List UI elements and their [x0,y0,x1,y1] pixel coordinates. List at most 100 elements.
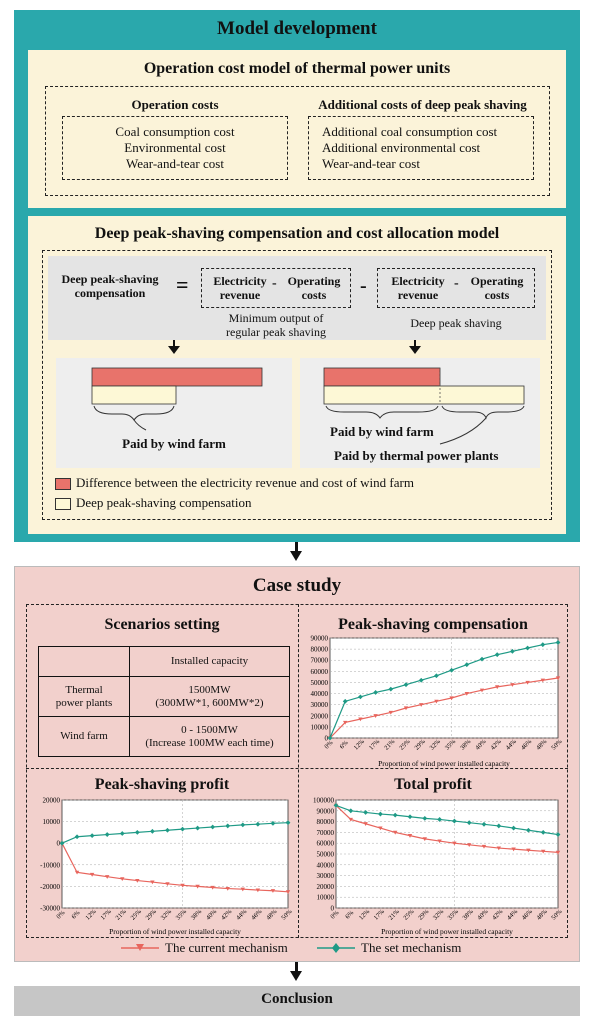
red-bar [91,367,263,387]
y-tick-label: -30000 [40,905,60,913]
data-point-current [452,841,457,846]
x-tick-label: 25% [402,908,416,922]
x-tick-label: 38% [461,908,475,922]
y-tick-label: 10000 [317,894,335,902]
data-point-current [363,822,368,826]
series-line-set [61,822,289,844]
x-tick-label: 0% [55,909,66,920]
y-tick-label: 20000 [311,712,329,720]
x-tick-label: 40% [205,908,219,922]
data-point-set [555,832,561,837]
data-point-set [452,818,457,824]
y-tick-label: 20000 [43,797,61,805]
y-tick-label: 60000 [317,840,335,848]
arrow-shaft [295,542,298,552]
y-tick-label: 60000 [311,668,329,676]
arrow-shaft [295,962,298,972]
data-point-current [511,847,516,852]
row1-value-line2: (300MW*1, 600MW*2) [155,696,264,709]
data-point-set [240,822,246,828]
data-point-current [481,844,487,849]
legend-cream-label: Deep peak-shaving compensation [76,495,252,510]
x-tick-label: 17% [99,908,113,922]
data-point-current [343,720,348,725]
data-point-set [449,667,454,673]
additional-cost-item: Wear-and-tear cost [322,156,420,171]
data-point-current [437,839,442,844]
data-point-set [525,645,530,651]
data-point-current [135,878,140,883]
table-cell: 1500MW (300MW*1, 600MW*2) [129,676,290,717]
x-tick-label: 32% [429,738,443,752]
data-point-set [437,817,442,822]
legend-red-label: Difference between the electricity reven… [76,475,414,490]
data-point-set [89,833,95,839]
data-point-current [496,846,501,851]
data-point-current [479,688,485,693]
allocation-left-graphic [91,367,263,431]
x-tick-label: 46% [250,908,264,922]
regular-peak-caption-line2: regular peak shaving [226,325,326,339]
data-point-set [348,808,354,814]
x-axis-label: Proportion of wind power installed capac… [109,927,241,936]
formula-label-line2: compensation [74,286,146,300]
data-point-current [407,834,413,838]
table-header: Installed capacity [129,646,290,677]
formula-label: Deep peak-shaving compensation [50,272,170,300]
data-point-current [348,817,353,822]
data-point-current [270,889,276,893]
y-tick-label: 80000 [311,646,329,654]
allocation-right-graphic [323,367,525,445]
data-point-current [373,714,378,718]
data-point-current [150,880,155,885]
y-tick-label: 10000 [311,723,329,731]
x-tick-label: 35% [175,908,189,922]
data-point-current [419,703,424,707]
legend-red-swatch [55,478,71,490]
data-point-current [378,826,383,831]
additional-costs-box [308,116,534,180]
compensation-chart: 0 10000 20000 30000 40000 50000 60000 70000 8000… [311,635,565,769]
scenarios-title: Scenarios setting [104,616,220,633]
x-tick-label: 12% [84,908,98,922]
data-point-current [89,872,95,877]
bracket-right [441,405,525,420]
x-axis-label: Proportion of wind power installed capac… [381,927,513,936]
x-tick-label: 12% [353,738,367,752]
row2-value-line1: 0 - 1500MW [181,723,238,736]
x-tick-label: 25% [398,738,412,752]
x-tick-label: 29% [145,908,159,922]
additional-cost-item: Additional environmental cost [322,140,481,155]
data-point-set [59,840,65,846]
data-point-current [210,885,215,890]
data-point-current [464,691,469,696]
data-point-set [165,827,170,833]
data-point-set [358,694,363,700]
data-point-current [195,884,200,889]
data-point-current [422,837,427,842]
data-point-set [511,825,516,831]
data-point-set [388,686,394,692]
operation-cost-item: Wear-and-tear cost [126,156,224,171]
data-point-set [434,673,439,679]
x-tick-label: 40% [476,908,490,922]
x-tick-label: 25% [130,908,144,922]
case-study-title: Case study [252,575,342,596]
data-point-set [134,830,140,835]
x-tick-label: 44% [506,908,520,922]
x-tick-label: 6% [339,739,350,750]
data-point-current [285,890,291,894]
table-cell: Thermal power plants [38,676,130,717]
horizontal-divider [26,768,568,769]
data-point-set [74,834,80,840]
data-point-set [403,682,409,688]
data-point-set [418,677,424,683]
data-point-current [510,683,515,687]
data-point-set [363,810,368,815]
y-tick-label: 40000 [317,861,335,869]
left-paid-label: Paid by wind farm [122,436,226,451]
inner-minus-sign: - [272,276,277,291]
minus-sign: - [360,275,367,297]
y-tick-label: 30000 [317,872,335,880]
x-tick-label: 38% [190,908,204,922]
